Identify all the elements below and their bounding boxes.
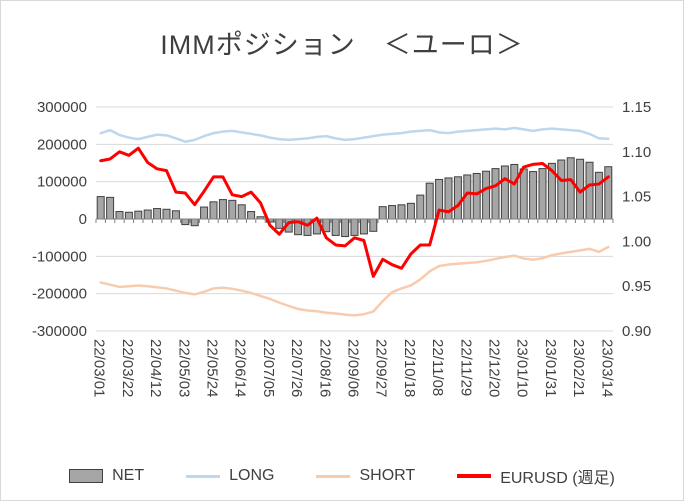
net-bar [200, 206, 209, 220]
net-bar [181, 218, 190, 226]
net-bar [585, 161, 594, 220]
x-axis-label: 22/03/22 [119, 339, 136, 397]
x-axis-label: 22/09/27 [373, 339, 390, 397]
net-bar [143, 209, 152, 220]
eurusd-line-swatch-icon [457, 474, 492, 478]
x-axis-label: 22/07/05 [260, 339, 277, 397]
net-bar [124, 211, 133, 220]
net-bar [228, 199, 237, 220]
net-bar [604, 166, 613, 220]
net-bar [557, 159, 566, 220]
x-axis-label: 23/02/21 [570, 339, 587, 397]
x-axis-label: 23/01/10 [514, 339, 531, 397]
net-bar [275, 218, 284, 229]
net-bar [482, 170, 491, 220]
x-axis-label: 22/10/18 [401, 339, 418, 397]
x-axis-label: 22/04/12 [147, 339, 164, 397]
net-bar [115, 211, 124, 220]
legend: NET LONG SHORT EURUSD (週足) [1, 464, 683, 488]
y-axis-left-label: 100000 [37, 174, 87, 191]
y-axis-left-label: -200000 [32, 286, 87, 303]
x-axis-label: 22/07/26 [288, 339, 305, 397]
x-axis-label: 22/11/29 [457, 339, 474, 396]
y-axis-left-label: 0 [79, 211, 87, 228]
net-bar [303, 218, 312, 236]
net-bar [359, 218, 368, 235]
x-axis-label: 22/03/01 [91, 339, 108, 397]
x-axis-label: 22/05/24 [204, 339, 221, 397]
net-bar [406, 202, 415, 220]
net-bar [237, 204, 246, 220]
y-axis-left-label: 200000 [37, 136, 87, 153]
net-legend-label: NET [112, 467, 145, 484]
net-bar [106, 196, 115, 220]
net-bar [388, 205, 397, 220]
x-axis-label: 23/01/31 [542, 339, 559, 397]
net-bar [96, 196, 105, 220]
x-axis-label: 22/09/06 [345, 339, 362, 397]
x-axis-label: 23/03/14 [598, 339, 615, 397]
net-bar [247, 211, 256, 220]
net-bar [378, 206, 387, 220]
x-axis-label: 22/11/08 [429, 339, 446, 396]
net-bar [153, 208, 162, 220]
net-bar [538, 168, 547, 220]
net-bar [425, 182, 434, 220]
net-bar [491, 168, 500, 220]
eurusd-legend-label: EURUSD (週足) [500, 470, 615, 487]
x-axis-label: 22/06/14 [232, 339, 249, 397]
net-bar [171, 210, 180, 220]
net-bar [341, 218, 350, 238]
y-axis-right-label: 1.15 [622, 99, 651, 116]
short-legend-label: SHORT [359, 467, 416, 484]
x-axis-label: 22/05/03 [175, 339, 192, 397]
net-bar [500, 165, 509, 220]
y-axis-right-label: 1.00 [622, 233, 651, 250]
net-bar-swatch-icon [69, 469, 104, 483]
legend-item-net: NET [69, 467, 144, 485]
net-bar [453, 176, 462, 220]
net-bar [190, 218, 199, 227]
x-axis-label: 22/08/16 [316, 339, 333, 397]
y-axis-left-label: -300000 [32, 323, 87, 340]
net-bar [350, 218, 359, 236]
net-bar [519, 168, 528, 220]
net-bar [472, 172, 481, 220]
net-bar [209, 201, 218, 220]
legend-item-eurusd: EURUSD (週足) [457, 464, 615, 488]
y-axis-right-label: 1.05 [622, 189, 651, 206]
y-axis-right-label: 1.10 [622, 144, 651, 161]
net-bar [510, 163, 519, 220]
legend-item-long: LONG [186, 467, 274, 485]
chart-title: IMMポジション ＜ユーロ＞ [160, 30, 524, 60]
net-bar [369, 218, 378, 232]
x-axis-label: 22/12/20 [486, 339, 503, 397]
net-bar [566, 157, 575, 220]
net-bar [529, 171, 538, 220]
net-bar [331, 218, 340, 236]
net-bar [218, 199, 227, 220]
net-bar [162, 208, 171, 220]
long-line [99, 126, 610, 143]
y-axis-left-label: 300000 [37, 99, 87, 116]
eurusd-line [99, 146, 610, 278]
short-line-swatch-icon [316, 474, 351, 478]
y-axis-right-label: 0.95 [622, 278, 651, 295]
y-axis-right-label: 0.90 [622, 323, 651, 340]
net-bar [397, 204, 406, 220]
long-line-swatch-icon [186, 474, 221, 478]
long-legend-label: LONG [229, 467, 275, 484]
net-bar [594, 171, 603, 220]
legend-item-short: SHORT [316, 467, 415, 485]
y-axis-left-label: -100000 [32, 248, 87, 265]
net-bar [416, 194, 425, 220]
short-line [99, 245, 610, 317]
net-bar [134, 210, 143, 220]
